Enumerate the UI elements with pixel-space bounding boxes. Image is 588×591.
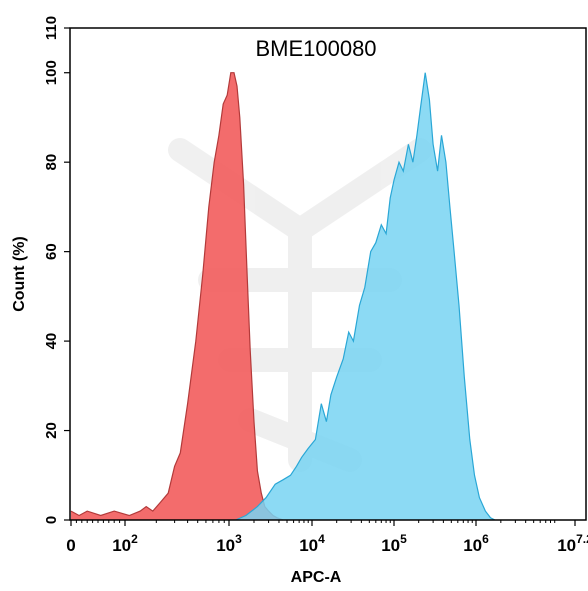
x-tick-label-6: 107.2 (557, 532, 588, 555)
y-tick-label-6: 110 (43, 16, 60, 40)
y-tick-label-2: 40 (43, 333, 60, 350)
x-tick-label-4: 105 (381, 532, 407, 555)
plot-frame (69, 27, 587, 521)
y-tick-label-5: 100 (43, 60, 60, 85)
y-tick-label-4: 80 (43, 154, 60, 171)
y-axis-label: Count (%) (11, 236, 28, 312)
series-1-area (235, 72, 495, 520)
x-axis: 0 102 103 104 105 106 107.2 (66, 520, 588, 555)
y-axis: 0 20 40 60 80 100 110 (43, 16, 70, 524)
series-1-line (235, 72, 496, 521)
y-tick-label-3: 60 (43, 243, 60, 260)
x-tick-label-1: 102 (112, 532, 138, 555)
chart-title: BME100080 (255, 36, 376, 61)
x-tick-label-0: 0 (66, 536, 75, 555)
series-0-line (70, 72, 284, 521)
x-tick-label-2: 103 (216, 532, 242, 555)
x-axis-label: APC-A (291, 569, 342, 586)
y-tick-label-0: 0 (43, 516, 60, 524)
series-0-area (71, 72, 284, 520)
x-tick-label-5: 106 (463, 532, 489, 555)
x-tick-label-3: 104 (299, 532, 325, 555)
series-layer (70, 72, 496, 521)
y-tick-label-1: 20 (43, 422, 60, 439)
